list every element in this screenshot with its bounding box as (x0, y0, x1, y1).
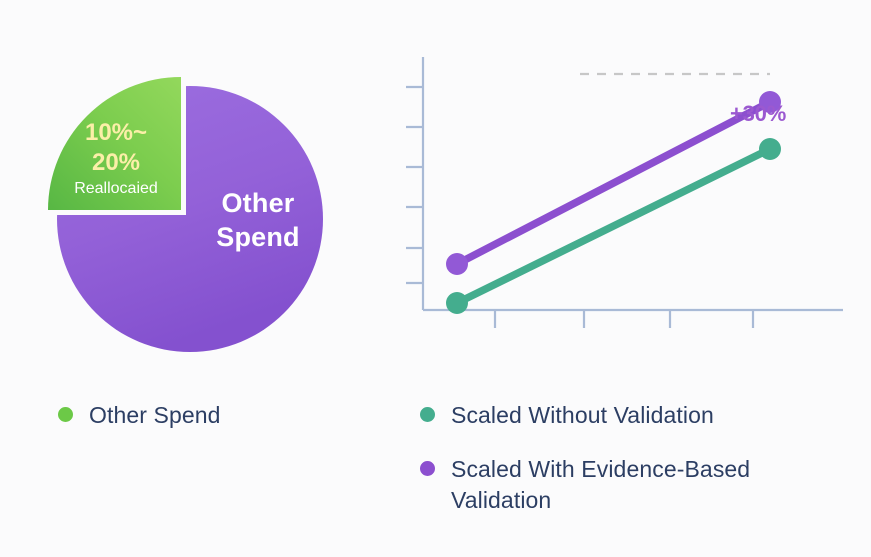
pie-chart-svg (47, 76, 323, 352)
data-point-green-start (446, 292, 468, 314)
legend-dot-icon (420, 460, 435, 476)
line-series-scaled-without-validation (453, 145, 774, 307)
legend-label: Scaled With Evidence-Based Validation (451, 455, 751, 514)
legend-item-scaled-without-validation[interactable]: Scaled Without Validation (420, 400, 840, 432)
data-point-purple-start (446, 253, 468, 275)
data-point-green-end (759, 138, 781, 160)
line-series-scaled-with-evidence-based-validation (453, 98, 774, 268)
data-point-purple-end (759, 91, 781, 113)
growth-percentage-label: +30% (730, 101, 787, 126)
x-axis-ticks (493, 310, 755, 328)
legend-label: Scaled Without Validation (451, 402, 714, 428)
legend-item-scaled-with-evidence-based-validation[interactable]: Scaled With Evidence-Based Validation (420, 454, 840, 517)
legend-item-other-spend[interactable]: Other Spend (58, 400, 358, 432)
pie-chart-panel: Other Spend 10%~ 20% Reallocaied (0, 0, 400, 380)
legend-label: Other Spend (89, 402, 221, 428)
legend-dot-icon (58, 407, 73, 422)
y-axis-ticks (406, 85, 423, 285)
line-chart-panel: +30% (395, 45, 855, 375)
pie-slice-reallocated (48, 77, 181, 210)
line-chart-legend: Scaled Without Validation Scaled With Ev… (420, 400, 840, 517)
legend-dot-icon (420, 407, 435, 422)
line-chart-svg (406, 57, 843, 328)
pie-legend: Other Spend (58, 400, 358, 432)
chart-axes (421, 57, 843, 312)
